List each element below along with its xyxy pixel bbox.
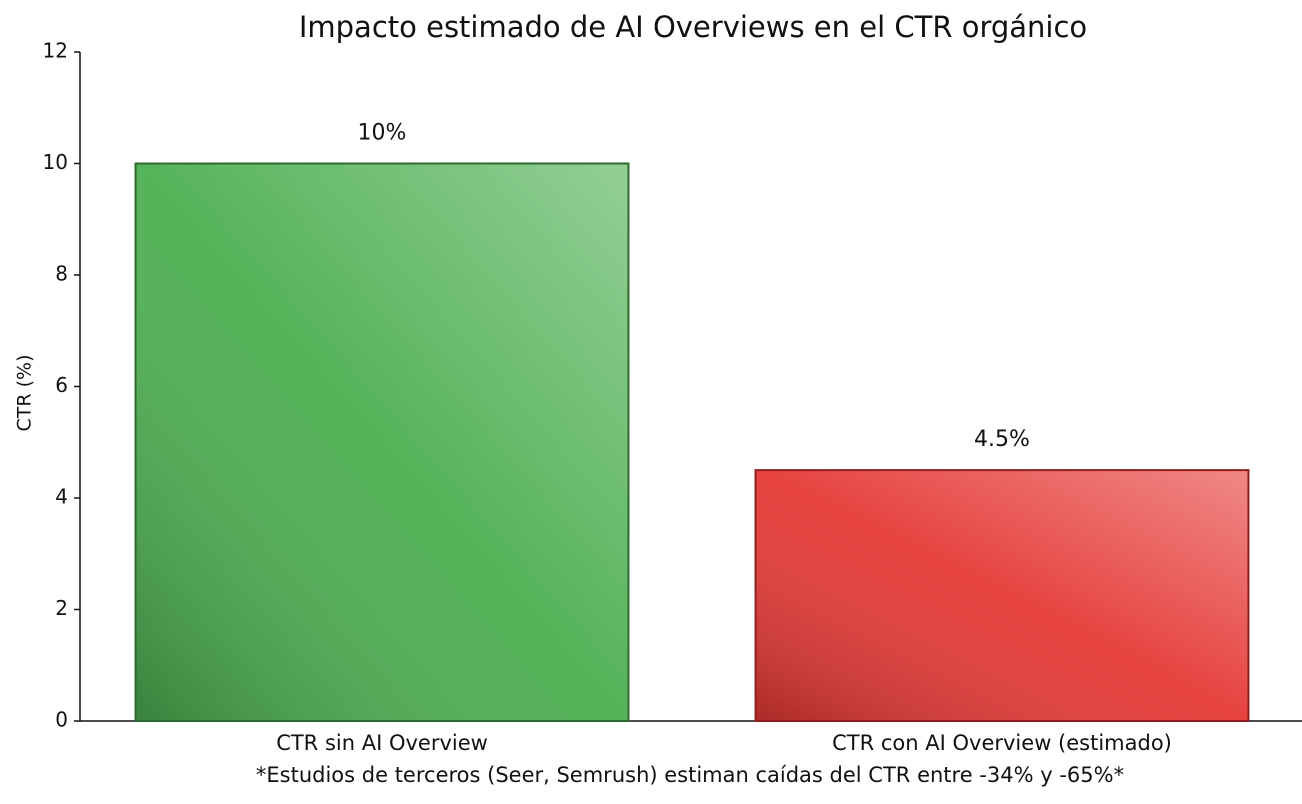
y-tick-label: 12 [43, 39, 68, 63]
bar-shade [756, 471, 1248, 720]
x-tick-label: CTR con AI Overview (estimado) [832, 731, 1172, 755]
y-axis-label: CTR (%) [14, 355, 36, 432]
y-tick-label: 0 [55, 708, 68, 732]
bar-shade [136, 164, 628, 720]
y-tick-label: 2 [55, 596, 68, 620]
y-tick-label: 4 [55, 485, 68, 509]
value-label: 4.5% [974, 427, 1030, 452]
y-tick-label: 6 [55, 373, 68, 397]
y-tick-label: 8 [55, 262, 68, 286]
x-tick-label: CTR sin AI Overview [276, 731, 488, 755]
chart-title: Impacto estimado de AI Overviews en el C… [299, 10, 1087, 44]
footnote: *Estudios de terceros (Seer, Semrush) es… [256, 763, 1124, 787]
y-tick-label: 10 [43, 150, 68, 174]
value-label: 10% [358, 121, 407, 146]
